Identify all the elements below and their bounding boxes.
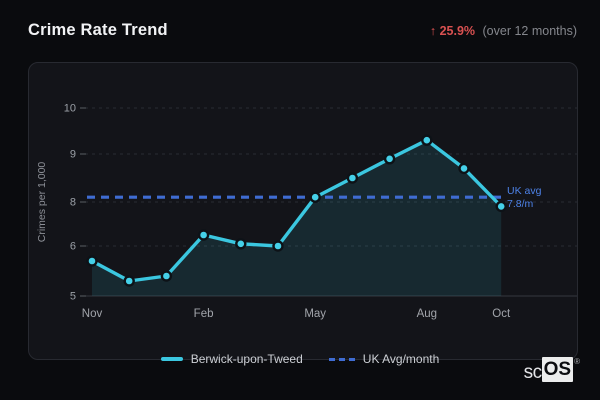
- y-tick-label: 6: [70, 241, 76, 253]
- scos-logo: sc OS ®: [523, 357, 580, 383]
- data-point: [160, 270, 173, 282]
- x-tick-label: Aug: [417, 308, 437, 320]
- uk-avg-annotation: UK avg: [507, 185, 542, 197]
- y-tick-label: 10: [64, 103, 76, 115]
- area-fill: [92, 140, 502, 296]
- x-tick-label: Nov: [82, 308, 103, 320]
- trend-line: [90, 138, 503, 283]
- data-point: [383, 153, 396, 165]
- trend-delta: ↑ 25.9%: [429, 24, 476, 38]
- page-title: Crime Rate Trend: [28, 21, 168, 39]
- data-point: [272, 240, 284, 252]
- x-tick-label: Oct: [492, 308, 511, 320]
- logo-text-sc: sc: [523, 362, 543, 383]
- legend-item-berwick[interactable]: Berwick-upon-Tweed: [160, 352, 303, 366]
- data-point: [495, 200, 507, 213]
- x-tick-label: May: [304, 308, 326, 320]
- solid-line-swatch-icon: [160, 357, 183, 361]
- data-point: [346, 172, 359, 184]
- data-point: [197, 229, 210, 241]
- uk-avg-annotation-value: 7.8/m: [507, 198, 534, 210]
- dashed-line-swatch-icon: [328, 357, 355, 361]
- x-tick-label: Feb: [194, 308, 214, 320]
- registered-mark-icon: ®: [574, 357, 580, 366]
- y-axis-title: Crimes per 1,000: [36, 162, 48, 243]
- y-tick-label: 9: [70, 149, 76, 161]
- data-point: [458, 162, 470, 175]
- trend-summary: ↑ 25.9% (over 12 months): [430, 24, 577, 38]
- logo-text-os: OS: [541, 357, 574, 382]
- chart-legend: Berwick-upon-Tweed UK Avg/month: [0, 352, 600, 366]
- y-tick-label: 5: [70, 291, 76, 303]
- legend-label-uk-avg: UK Avg/month: [362, 352, 440, 366]
- header: Crime Rate Trend ↑ 25.9% (over 12 months…: [28, 21, 577, 40]
- y-tick-label: 8: [70, 197, 76, 209]
- trend-period: (over 12 months): [482, 24, 577, 38]
- legend-item-uk-avg[interactable]: UK Avg/month: [328, 352, 440, 366]
- data-point: [235, 238, 247, 250]
- data-point: [421, 134, 433, 146]
- data-point: [123, 275, 135, 287]
- legend-label-berwick: Berwick-upon-Tweed: [190, 352, 303, 366]
- data-point: [86, 255, 98, 267]
- data-point: [309, 191, 321, 203]
